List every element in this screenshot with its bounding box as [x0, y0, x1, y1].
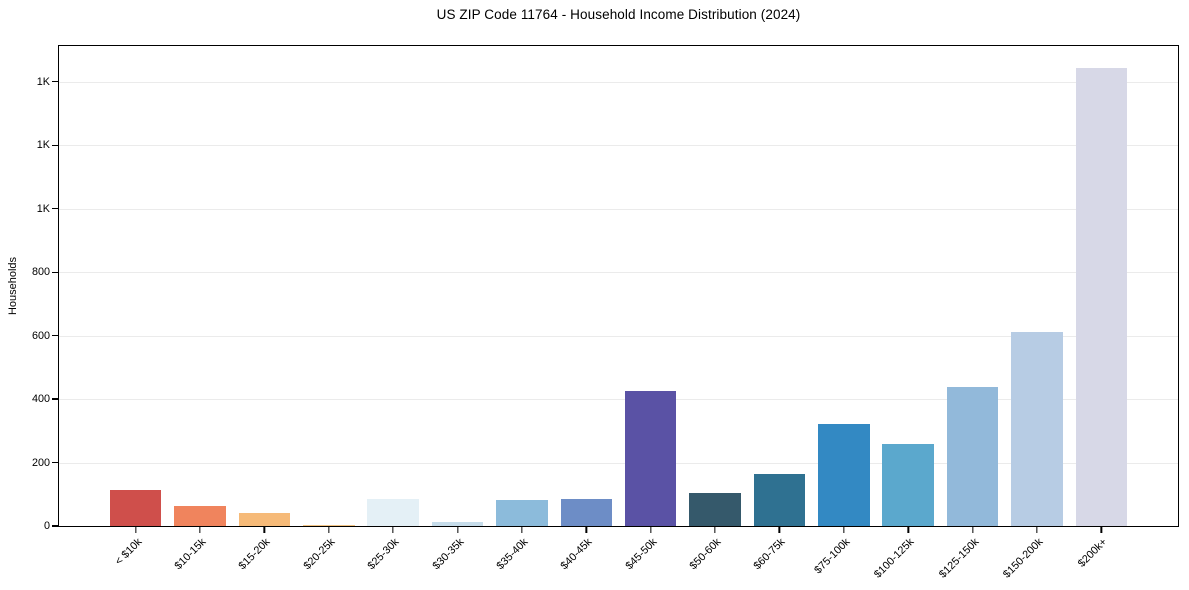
y-axis-label: Households — [7, 256, 19, 316]
bar-150-200k — [1011, 331, 1063, 526]
y-tick-mark — [51, 208, 58, 210]
y-tick-label: 600 — [31, 329, 50, 342]
y-tick-label: 0 — [43, 519, 50, 532]
y-tick-mark — [51, 461, 58, 464]
y-tick-mark — [51, 398, 58, 400]
y-tick-label: 1K — [36, 75, 50, 88]
x-tick-label: $60-75k — [751, 536, 788, 573]
plot-area: 0 200 400 600 800 1K 1K 1K < $10k $10-15k $15-20k… — [32, 45, 1179, 581]
y-tick-mark — [51, 525, 58, 527]
bar-25-30k — [367, 499, 419, 526]
x-tick-mark — [650, 527, 652, 534]
bar-125-150k — [946, 387, 999, 526]
y-tick-label: 1K — [36, 139, 50, 152]
x-tick-mark — [585, 527, 587, 534]
x-tick-label: $25-30k — [365, 536, 402, 573]
y-tick-mark — [51, 81, 58, 83]
x-tick-mark — [1100, 527, 1103, 534]
x-tick-mark — [714, 527, 716, 534]
x-tick-label: $15-20k — [236, 536, 273, 573]
y-tick-mark — [51, 271, 58, 273]
x-tick-mark — [456, 527, 459, 534]
gridline — [59, 399, 1178, 401]
bar-40-45k — [560, 499, 613, 526]
gridline — [59, 145, 1178, 147]
y-tick-label: 400 — [31, 392, 50, 405]
y-tick-mark — [51, 334, 58, 337]
x-tick-label: $50-60k — [687, 536, 724, 573]
x-tick-label: $200k+ — [1076, 536, 1110, 570]
x-tick-label: $45-50k — [623, 536, 660, 573]
bar-60-75k — [753, 474, 806, 526]
bar-45-50k — [624, 391, 677, 526]
x-tick-mark — [778, 527, 781, 534]
bar-30-35k — [431, 521, 484, 526]
x-tick-mark — [971, 527, 974, 534]
x-tick-mark — [843, 527, 845, 534]
chart-title: US ZIP Code 11764 - Household Income Dis… — [436, 7, 801, 22]
x-tick-mark — [1036, 527, 1038, 534]
x-tick-label: $30-35k — [429, 536, 467, 573]
x-tick-mark — [134, 527, 137, 534]
bar-100-125k — [882, 444, 934, 526]
bar-35-40k — [496, 500, 548, 526]
bar-50-60k — [689, 493, 741, 526]
gridline — [59, 462, 1178, 464]
bar-10-15k — [174, 506, 226, 526]
y-tick-label: 200 — [31, 456, 50, 469]
y-tick-label: 1K — [36, 202, 50, 215]
x-tick-mark — [199, 527, 201, 534]
x-tick-label: $40-45k — [558, 536, 595, 573]
y-tick-mark — [51, 144, 58, 146]
y-tick-label: 800 — [31, 265, 50, 278]
gridline — [59, 272, 1178, 274]
gridline — [59, 335, 1178, 337]
x-tick-mark — [392, 527, 394, 534]
bar-10k — [109, 489, 162, 526]
x-tick-label: $125-150k — [936, 536, 982, 581]
x-tick-label: $10-15k — [172, 536, 209, 573]
x-tick-mark — [907, 527, 909, 534]
gridline — [59, 81, 1178, 83]
x-tick-label: < $10k — [112, 536, 145, 568]
bar-15-20k — [238, 513, 291, 526]
gridline — [59, 208, 1178, 210]
bar-20-25k — [303, 524, 355, 526]
x-tick-label: $35-40k — [494, 536, 531, 573]
x-tick-label: $150-200k — [1000, 536, 1046, 581]
bar-200k — [1075, 68, 1128, 526]
x-tick-mark — [328, 527, 330, 534]
x-tick-mark — [263, 527, 266, 534]
x-tick-label: $100-125k — [872, 536, 917, 581]
bar-75-100k — [818, 424, 870, 526]
x-tick-label: $20-25k — [301, 536, 338, 573]
x-tick-label: $75-100k — [812, 536, 853, 577]
x-tick-mark — [521, 527, 523, 534]
